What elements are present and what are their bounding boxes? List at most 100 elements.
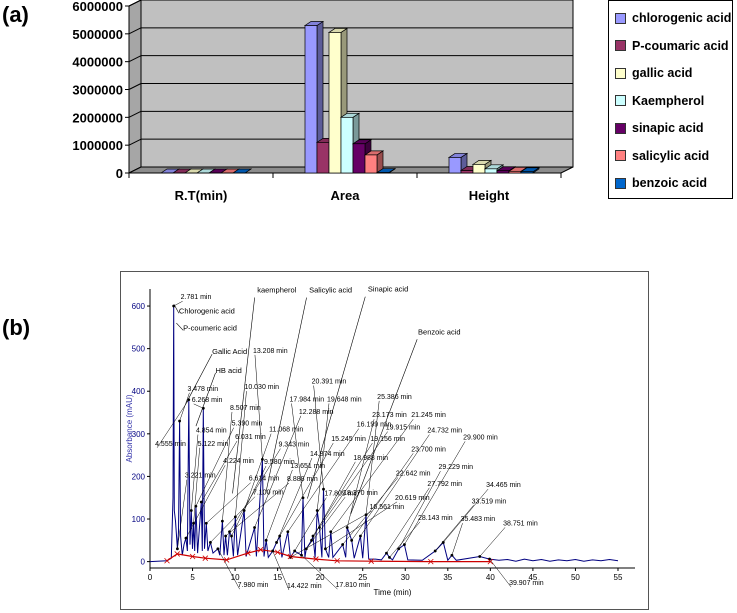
x-tick-label: 50 (571, 573, 580, 582)
x-tick-label: 40 (486, 573, 495, 582)
gridline-side (128, 55, 142, 63)
x-tick-label: 5 (190, 573, 195, 582)
y-tick-label: 400 (132, 387, 146, 396)
peak-marker (230, 534, 233, 538)
peak-leader-line (365, 400, 380, 515)
peak-leader-line (342, 477, 399, 545)
peak-time-label: 13.651 min (290, 463, 325, 470)
x-tick-label: 10 (231, 573, 240, 582)
peak-time-label: 33.519 min (472, 498, 507, 505)
peak-time-label: 4.854 min (196, 428, 227, 435)
legend-item: salicylic acid (615, 149, 709, 163)
peak-leader-line (346, 419, 375, 528)
peak-time-label: 7.980 min (238, 582, 269, 589)
peak-time-label: 6.268 min (192, 397, 223, 404)
x-tick-label: 55 (614, 573, 623, 582)
baseline-marker (245, 550, 251, 556)
peak-time-label: 9.580 min (264, 459, 295, 466)
peak-leader-line (443, 488, 489, 543)
compound-leader-line (195, 372, 216, 427)
peak-time-label: 17.809 min (324, 491, 359, 498)
compound-leader-line (265, 297, 307, 494)
peak-leader-line (313, 385, 324, 490)
peak-time-label: 17.810 min (335, 582, 370, 589)
legend-item: P-coumaric acid (615, 39, 729, 53)
peak-time-label: 20.391 min (312, 379, 347, 386)
baseline-marker (164, 557, 170, 564)
peak-time-label: 3.221 min (185, 473, 216, 480)
peak-leader-line (386, 487, 430, 554)
compound-label: P-coumeric acid (183, 323, 237, 332)
gridline-side (128, 138, 142, 146)
peak-leader-line (351, 453, 414, 541)
peak-leader-line (193, 403, 204, 409)
bar (484, 168, 498, 174)
y-tick-label: 500 (132, 345, 146, 354)
peak-time-label: 4.224 min (223, 458, 254, 465)
peak-leader-line (185, 465, 226, 539)
y-tick-label: 2000000 (72, 110, 123, 125)
baseline-marker (223, 557, 230, 563)
peak-time-label: 25.386 min (377, 394, 412, 401)
peak-marker (189, 509, 193, 512)
bar (316, 142, 330, 174)
peak-leader-line (272, 550, 290, 591)
peak-leader-line (217, 548, 240, 590)
peak-time-label: 17.984 min (290, 396, 325, 403)
compound-label: kaempherol (257, 285, 297, 294)
peak-time-label: 35.483 min (461, 516, 496, 523)
peak-time-label: 6.614 min (249, 476, 280, 483)
peak-time-label: 23.173 min (372, 412, 407, 419)
peak-time-label: 8.888 min (287, 476, 318, 483)
panel-a-label: (a) (2, 2, 29, 27)
peak-time-label: 12.288 min (299, 409, 334, 416)
peak-leader-line (191, 434, 199, 511)
peak-leader-line (290, 511, 372, 558)
y-tick-label: 200 (132, 472, 146, 481)
peak-leader-line (195, 427, 234, 507)
y-tick-label: 100 (132, 515, 146, 524)
peak-leader-line (360, 434, 430, 537)
peak-time-label: 9.343 min (278, 442, 309, 449)
y-tick-label: 3000000 (72, 83, 123, 98)
legend-label: chlorogenic acid (632, 11, 732, 25)
peak-time-label: 29.229 min (438, 464, 473, 471)
legend-label: gallic acid (632, 66, 693, 80)
bar (496, 170, 510, 174)
bar-3d (363, 150, 385, 174)
compound-leader-line (186, 354, 213, 403)
peak-time-label: 13.208 min (253, 348, 288, 355)
peak-time-label: 39.907 min (509, 580, 544, 587)
x-axis-title: Time (min) (374, 588, 412, 597)
gridline-side (128, 27, 142, 35)
peak-time-label: 8.507 min (230, 405, 261, 412)
peak-leader-line (312, 442, 373, 537)
peak-time-label: 10.030 min (244, 384, 279, 391)
compound-label: Sinapic acid (368, 285, 408, 294)
peak-time-label: 34.465 min (486, 482, 521, 489)
peak-time-label: 20.619 min (395, 495, 430, 502)
peak-time-label: 5.390 min (232, 421, 263, 428)
peak-time-label: 4.555 min (155, 441, 186, 448)
gridline-side (128, 83, 142, 90)
integration-baseline (166, 549, 491, 563)
peak-time-label: 6.031 min (235, 434, 266, 441)
peak-marker (184, 536, 188, 540)
peak-leader-line (231, 465, 267, 537)
peak-time-label: 11.068 min (269, 427, 303, 434)
legend-swatch (615, 122, 626, 134)
peak-marker (278, 534, 282, 538)
legend-swatch (615, 67, 626, 79)
legend-item: sinapic acid (615, 121, 704, 135)
x-tick-label: 25 (358, 573, 367, 582)
peak-time-label: 15.245 min (331, 436, 366, 443)
peak-marker (176, 547, 179, 551)
peak-marker (194, 504, 198, 508)
baseline-marker (274, 549, 281, 556)
peak-time-label: 18.988 min (353, 455, 388, 462)
y-tick-label: 6000000 (72, 0, 123, 14)
x-tick-label: 30 (401, 573, 410, 582)
legend-swatch (615, 40, 626, 51)
compound-label: Benzoic acid (418, 328, 461, 337)
bar (520, 171, 534, 174)
